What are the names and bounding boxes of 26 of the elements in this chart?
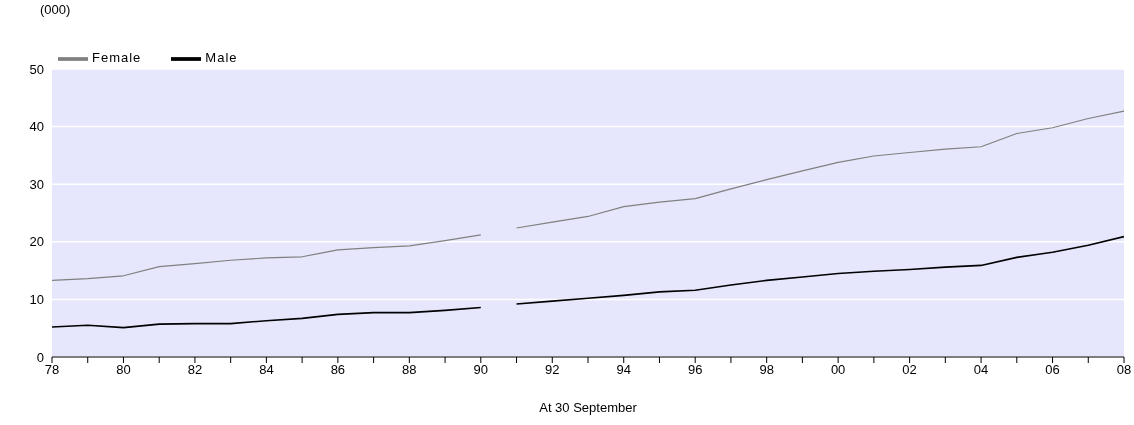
x-tick-label: 04 <box>973 362 989 378</box>
x-tick-label: 90 <box>473 362 489 378</box>
x-tick-label: 00 <box>830 362 846 378</box>
y-tick-label: 50 <box>29 61 44 77</box>
x-tick-label: 80 <box>116 362 131 378</box>
y-tick-label: 0 <box>36 349 44 365</box>
x-tick-label: 86 <box>330 362 346 378</box>
legend-label: Female <box>92 50 142 66</box>
x-tick-label: 92 <box>545 362 560 378</box>
y-tick-label: 10 <box>29 292 44 308</box>
x-tick-label: 94 <box>616 362 631 378</box>
x-axis-title: At 30 September <box>538 400 638 415</box>
y-tick-label: 30 <box>29 176 44 192</box>
y-axis-title: (000) <box>40 2 71 17</box>
x-tick-label: 98 <box>759 362 774 378</box>
x-tick-label: 82 <box>187 362 203 378</box>
x-tick-label: 08 <box>1116 362 1132 378</box>
y-tick-label: 20 <box>29 234 44 250</box>
x-tick-label: 88 <box>402 362 417 378</box>
y-tick-label: 40 <box>29 119 44 135</box>
x-tick-label: 78 <box>44 362 60 378</box>
legend-label: Male <box>205 50 238 66</box>
x-tick-label: 02 <box>902 362 917 378</box>
x-tick-label: 84 <box>259 362 274 378</box>
x-tick-label: 96 <box>687 362 703 378</box>
x-tick-label: 06 <box>1045 362 1060 378</box>
